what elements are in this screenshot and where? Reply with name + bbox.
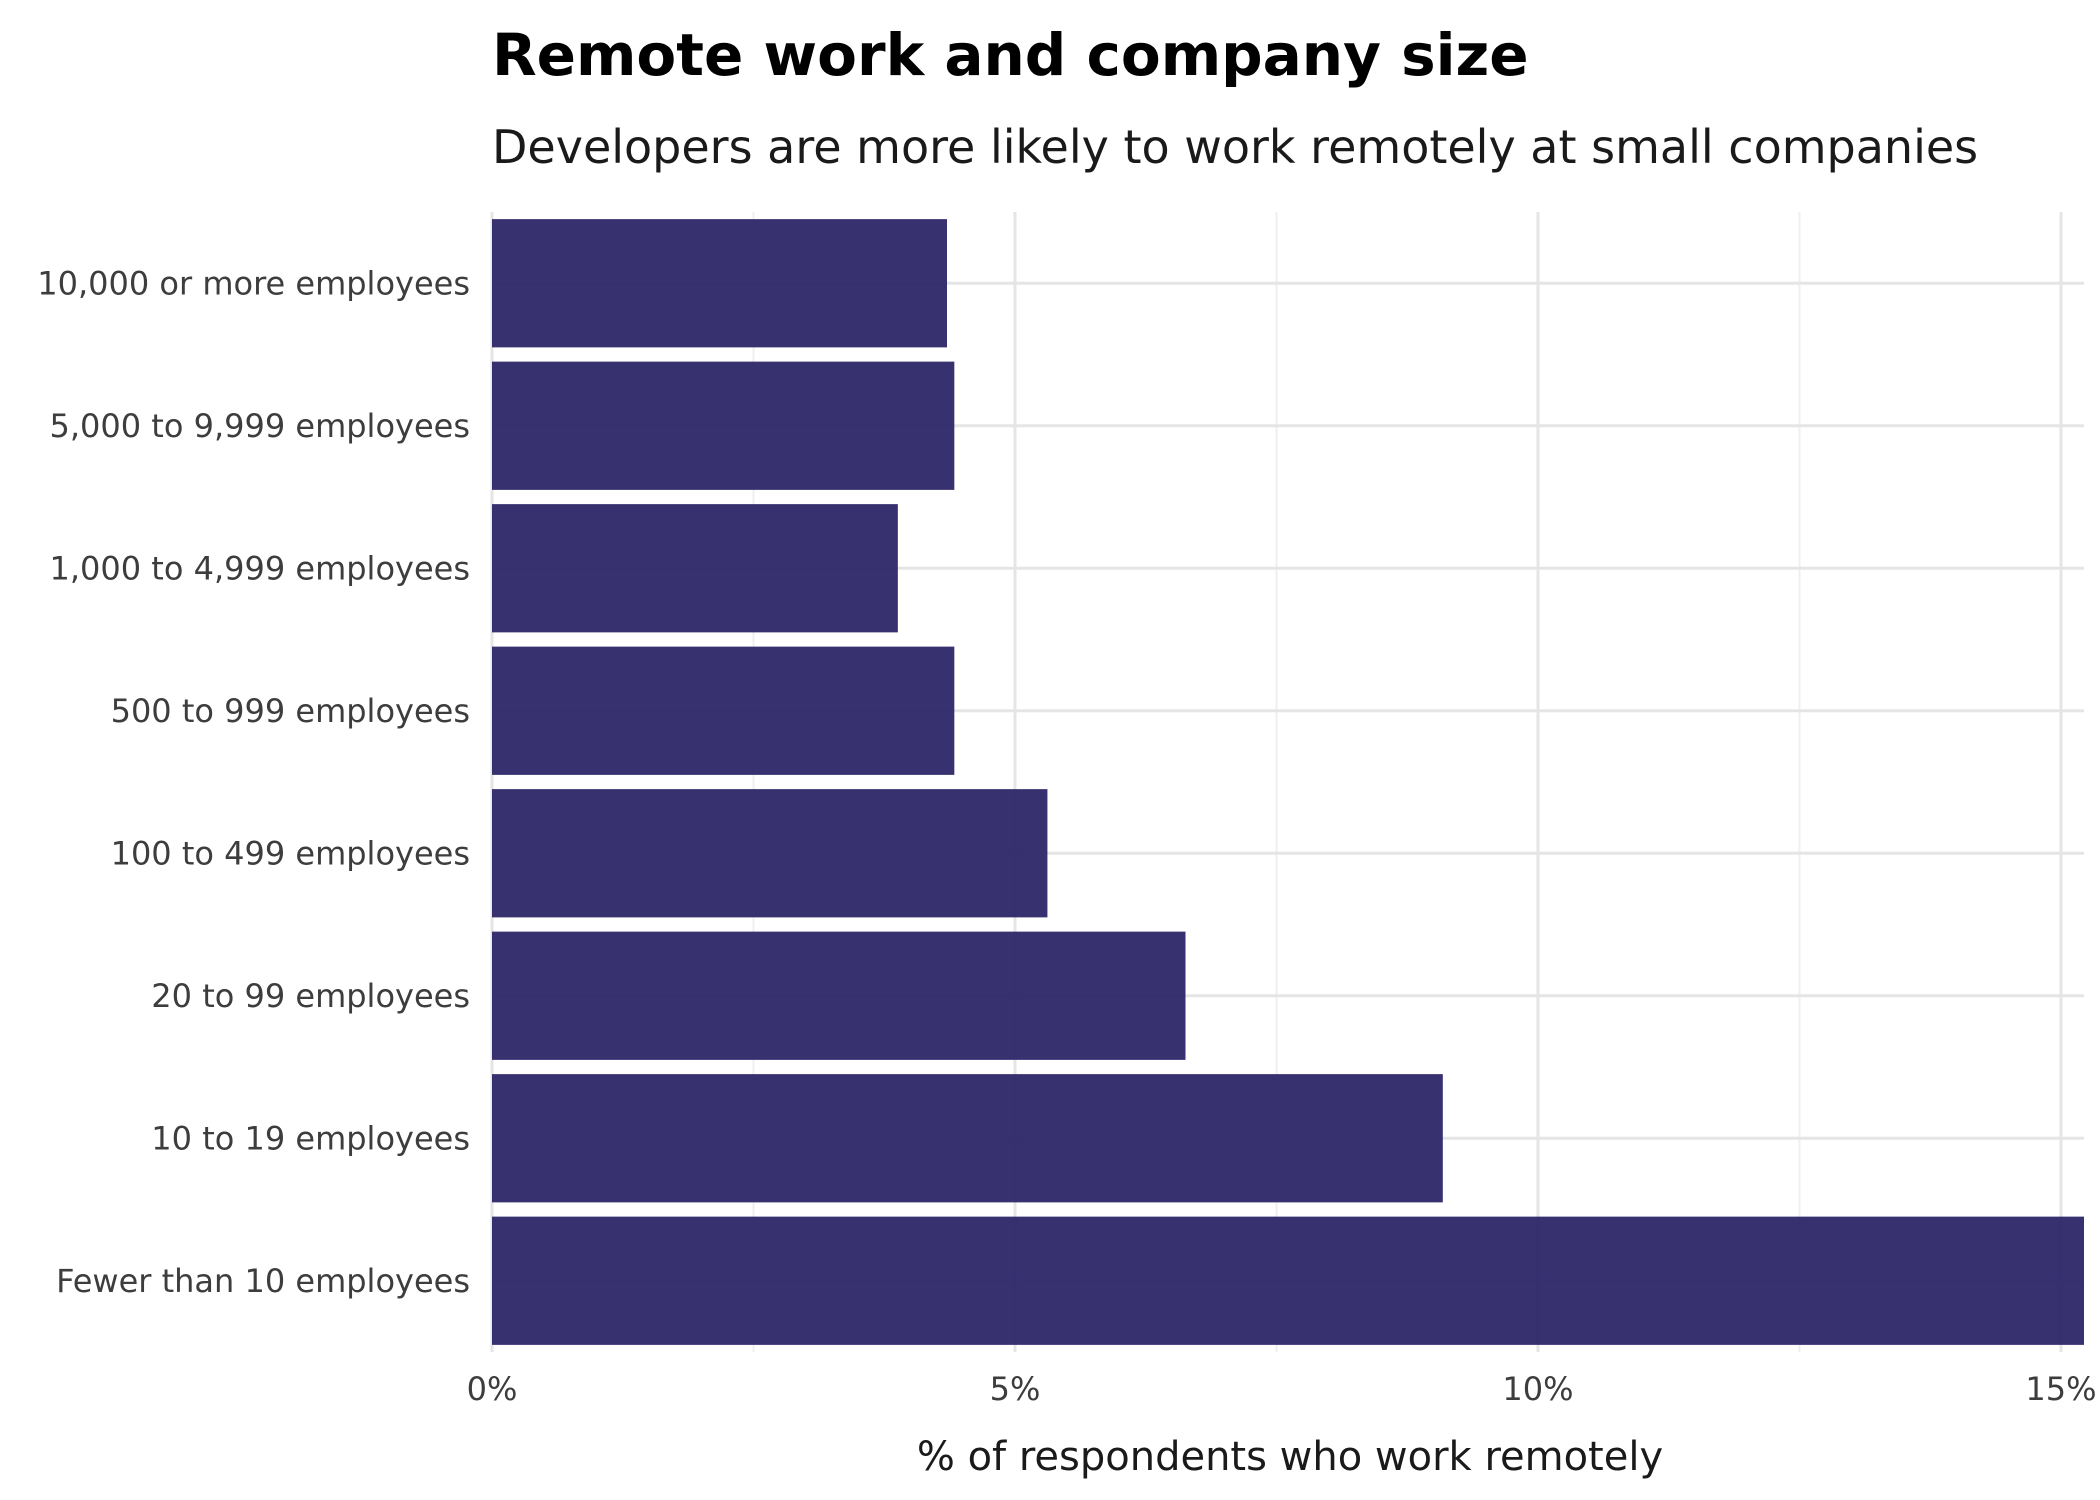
x-tick-label: 15% [2025, 1370, 2096, 1408]
category-label: 1,000 to 4,999 employees [50, 549, 470, 587]
x-tick-labels: 0% 5% 10% 15% [467, 1370, 2097, 1408]
x-tick-label: 10% [1502, 1370, 1573, 1408]
bar [492, 504, 898, 633]
bar [492, 931, 1186, 1060]
bars [492, 219, 2084, 1345]
category-labels: 10,000 or more employees 5,000 to 9,999 e… [37, 264, 470, 1300]
category-label: 10,000 or more employees [37, 264, 470, 302]
bar [492, 361, 955, 490]
category-label: 100 to 499 employees [111, 834, 470, 872]
chart-subtitle: Developers are more likely to work remot… [492, 120, 1978, 174]
category-label: Fewer than 10 employees [56, 1262, 470, 1300]
bar [492, 789, 1048, 918]
x-tick-label: 0% [467, 1370, 518, 1408]
category-label: 20 to 99 employees [151, 977, 470, 1015]
category-label: 5,000 to 9,999 employees [50, 407, 470, 445]
x-tick-label: 5% [990, 1370, 1041, 1408]
category-label: 10 to 19 employees [151, 1119, 470, 1157]
bar [492, 1074, 1443, 1203]
x-axis-title: % of respondents who work remotely [917, 1434, 1663, 1480]
chart-title: Remote work and company size [492, 21, 1529, 89]
bar [492, 219, 948, 348]
category-label: 500 to 999 employees [111, 692, 470, 730]
bar [492, 646, 955, 775]
bar [492, 1216, 2084, 1345]
